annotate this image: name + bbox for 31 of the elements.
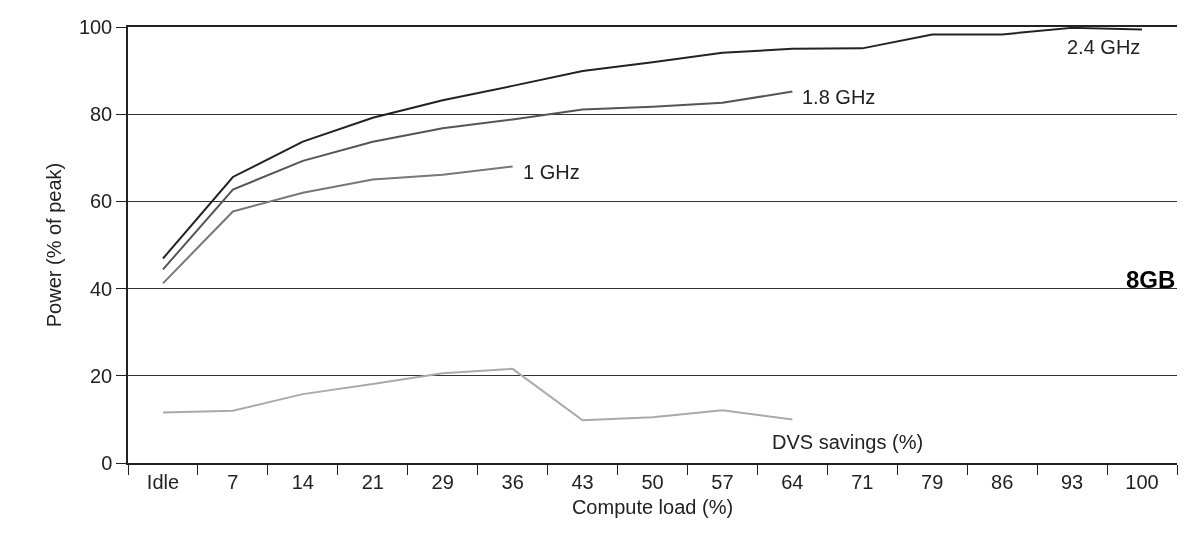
y-tick-label: 80 xyxy=(90,103,113,126)
line-series xyxy=(161,90,794,271)
x-tick-label: Idle xyxy=(146,470,180,493)
x-tick-label: 93 xyxy=(1060,470,1084,493)
y-tick-label: 100 xyxy=(78,16,113,38)
series-label: DVS savings (%) xyxy=(772,431,924,453)
series-label: 1.8 GHz xyxy=(802,86,876,108)
annotation: 8GB xyxy=(1126,266,1176,293)
x-tick-label: 21 xyxy=(361,470,384,493)
y-axis-title: Power (% of peak) xyxy=(42,162,65,328)
x-tick-label: 43 xyxy=(571,470,594,493)
x-axis-title: Compute load (%) xyxy=(571,495,734,518)
x-tick-label: 7 xyxy=(227,470,239,493)
x-tick-label: 86 xyxy=(991,470,1014,493)
x-tick-label: 50 xyxy=(641,470,664,493)
x-tick-label: 64 xyxy=(781,470,804,493)
x-tick-label: 29 xyxy=(431,470,454,493)
y-tick-label: 60 xyxy=(90,190,113,213)
x-tick-label: 79 xyxy=(921,470,944,493)
x-tick-label: 57 xyxy=(711,470,734,493)
line-series xyxy=(161,165,514,285)
y-tick-label: 20 xyxy=(90,364,113,387)
series-label: 2.4 GHz xyxy=(1067,36,1141,58)
y-tick-label: 40 xyxy=(90,277,113,300)
line-series xyxy=(161,367,794,422)
x-tick-label: 100 xyxy=(1125,470,1159,493)
x-tick-label: 36 xyxy=(501,470,524,493)
x-tick-label: 14 xyxy=(291,470,314,493)
y-tick-label: 0 xyxy=(101,452,113,474)
x-tick-label: 71 xyxy=(851,470,874,493)
series-label: 1 GHz xyxy=(523,161,580,183)
